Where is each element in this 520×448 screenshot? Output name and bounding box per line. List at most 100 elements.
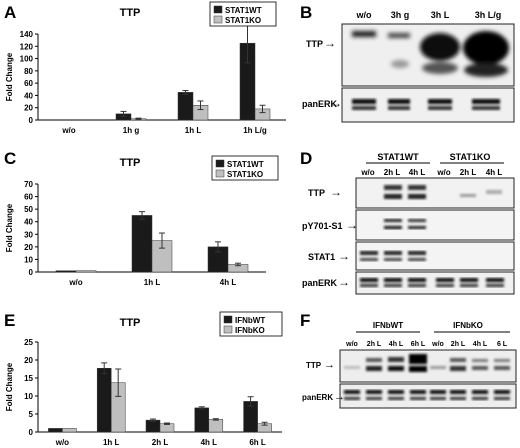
x-tick-label: w/o [68, 278, 82, 287]
panel-letter-d: D [300, 149, 313, 168]
y-axis-label: Fold Change [5, 362, 14, 411]
x-tick-label: 2h L [152, 438, 169, 447]
chart-title: TTP [120, 317, 141, 329]
row-label-panerk: panERK [302, 99, 338, 109]
lane-label: 4h L [389, 341, 404, 348]
x-tick-label: 1h L [185, 126, 202, 135]
y-tick-label: 50 [24, 205, 33, 214]
blot-membrane-panerk [341, 87, 515, 123]
blot-bands-panerk [352, 99, 500, 110]
blot-membrane-panerk [339, 383, 517, 409]
western-blot-b: w/o 3h g 3h L 3h L/g TTP → panERK → [302, 10, 515, 123]
bar-stat1wt [55, 270, 77, 273]
legend-label: IFNbKO [235, 326, 265, 335]
arrow-icon: → [324, 36, 336, 50]
row-label-panerk: panERK [302, 393, 333, 402]
bar-ifnbwt [96, 368, 112, 433]
lane-label: w/o [360, 168, 374, 177]
legend-swatch [215, 169, 225, 178]
y-tick-label: 20 [24, 356, 33, 365]
group-label: IFNbKO [453, 321, 483, 330]
lane-label: w/o [356, 10, 373, 20]
legend-swatch [213, 5, 223, 14]
legend-label: STAT1WT [225, 6, 262, 15]
bar-stat1ko [75, 270, 97, 273]
row-label-py701: pY701-S1 [302, 221, 343, 231]
lane-label: 2h L [384, 168, 401, 177]
y-tick-label: 60 [24, 193, 33, 202]
legend-label: STAT1WT [227, 160, 264, 169]
y-axis-label: Fold Change [5, 52, 14, 101]
bar-chart-ttp-stat1-time: TTP Fold Change 0 10 20 30 40 50 60 70 w/o 1h L 4h L… [5, 155, 279, 287]
panel-letter-a: A [4, 3, 17, 22]
x-tick-label: 6h L [249, 438, 266, 447]
bar-ifnbko [208, 419, 224, 433]
lane-label: 4h L [473, 341, 488, 348]
legend-label: STAT1KO [225, 16, 261, 25]
x-tick-label: 4h L [201, 438, 218, 447]
legend-swatch [223, 315, 233, 324]
group-label: STAT1KO [450, 152, 491, 162]
row-label-ttp: TTP [306, 361, 322, 370]
x-tick-label: w/o [55, 438, 69, 447]
western-blot-d: STAT1WT STAT1KO w/o 2h L 4h L w/o 2h L 4… [302, 152, 515, 295]
row-label-stat1: STAT1 [308, 252, 335, 262]
lane-label: 3h L [431, 10, 450, 20]
y-tick-label: 0 [29, 428, 34, 437]
y-tick-label: 120 [20, 42, 34, 51]
blot-bands-panerk [344, 390, 510, 400]
y-tick-label: 0 [29, 268, 34, 277]
lane-label: 6 L [497, 341, 508, 348]
group-label: IFNbWT [373, 321, 403, 330]
arrow-icon: → [346, 218, 358, 232]
y-tick-label: 25 [24, 338, 33, 347]
legend-label: IFNbWT [235, 316, 265, 325]
y-tick-label: 20 [24, 243, 33, 252]
legend-swatch [223, 325, 233, 334]
group-label: STAT1WT [377, 152, 419, 162]
x-tick-label: 1h L/g [243, 126, 267, 135]
y-tick-label: 10 [24, 392, 33, 401]
y-tick-label: 60 [24, 79, 33, 88]
panel-letter-e: E [4, 311, 16, 330]
blot-bands-ttp [384, 185, 502, 199]
lane-label: 3h L/g [475, 10, 502, 20]
arrow-icon: → [330, 96, 342, 110]
lane-label: w/o [345, 341, 358, 348]
y-tick-label: 100 [20, 55, 34, 64]
arrow-icon: → [338, 249, 350, 263]
y-axis-label: Fold Change [5, 203, 14, 252]
western-blot-f: IFNbWT IFNbKO w/o 2h L 4h L 6h L w/o 2h … [302, 321, 517, 409]
bar-stat1wt [177, 92, 194, 121]
lane-label: w/o [436, 168, 450, 177]
bar-chart-ttp-ifnb: TTP Fold Change 0 5 10 15 20 25 w/o 1h L 2h L 4h L 6… [5, 311, 283, 447]
blot-membrane-panerk [355, 271, 515, 295]
y-tick-label: 15 [24, 374, 33, 383]
y-tick-label: 140 [20, 30, 34, 39]
x-tick-label: 1h L [144, 278, 161, 287]
blot-bands-py701 [384, 219, 426, 229]
arrow-icon: → [334, 391, 345, 403]
lane-label: 3h g [391, 10, 410, 20]
blot-bands-ttp [352, 31, 509, 77]
row-label-ttp: TTP [306, 39, 323, 49]
bar-ifnbko [159, 423, 175, 433]
row-label-ttp: TTP [308, 188, 325, 198]
blot-membrane-stat1 [355, 241, 515, 271]
panel-letter-b: B [300, 3, 313, 22]
lane-label: 2h L [451, 341, 466, 348]
legend-label: STAT1KO [227, 170, 263, 179]
y-tick-label: 70 [24, 180, 33, 189]
legend-swatch [213, 15, 223, 24]
lane-label: 2h L [367, 341, 382, 348]
lane-label: 4h L [409, 168, 426, 177]
bar-stat1wt [131, 215, 153, 273]
blot-bands-ttp [344, 354, 510, 372]
panel-letter-f: F [300, 311, 311, 330]
row-label-panerk: panERK [302, 278, 338, 288]
y-tick-label: 80 [24, 67, 33, 76]
lane-label: 4h L [486, 168, 503, 177]
